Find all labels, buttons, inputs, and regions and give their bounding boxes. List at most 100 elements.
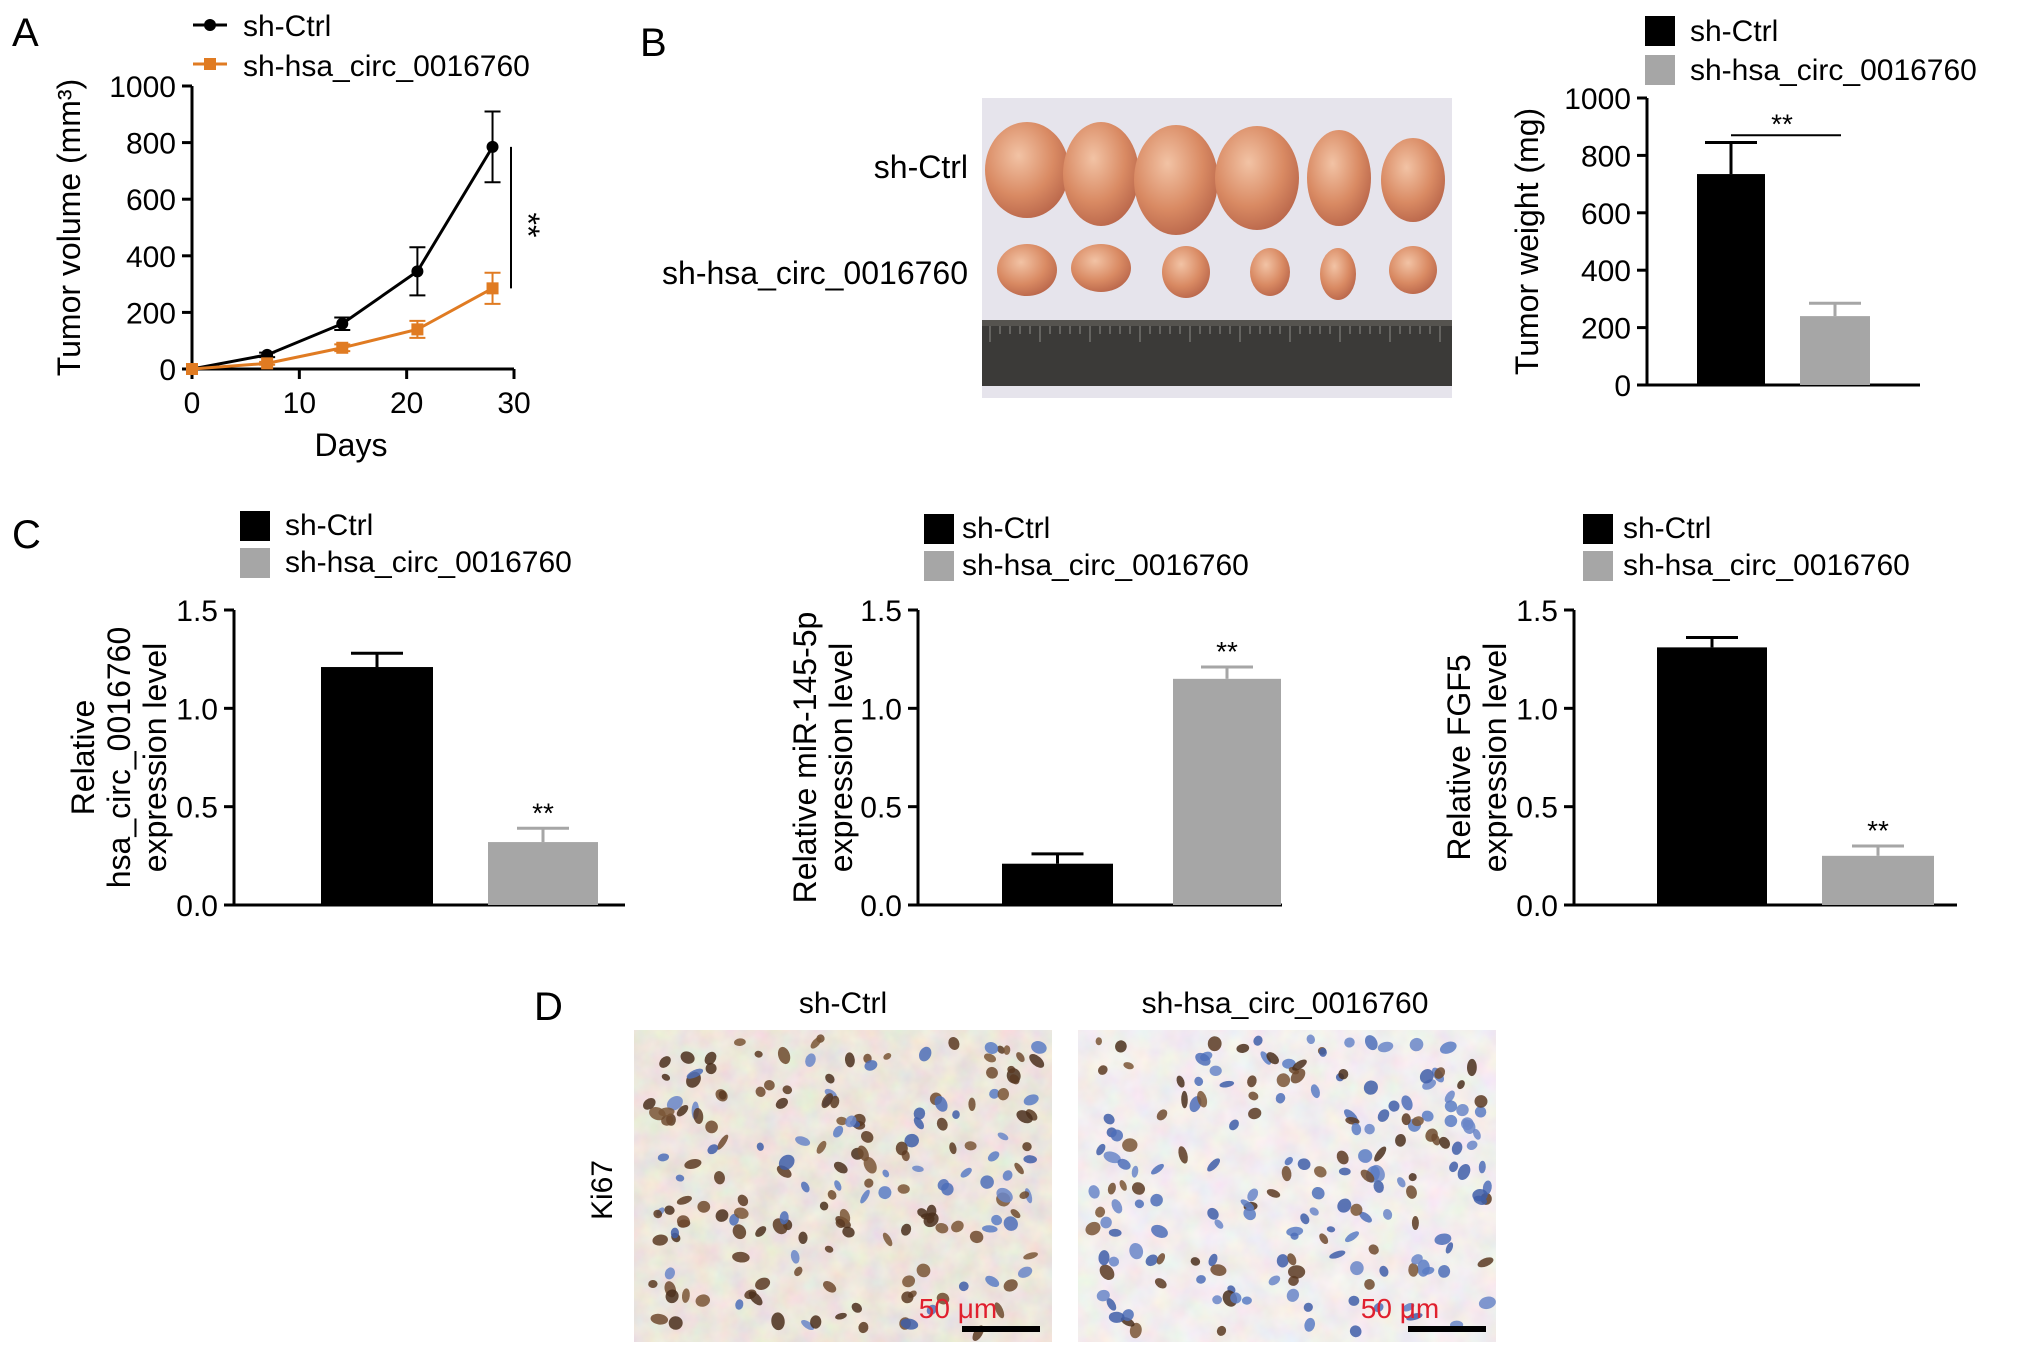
cell-nucleus: [1286, 1226, 1304, 1237]
cell-nucleus: [1364, 1279, 1375, 1290]
cell-nucleus: [983, 1053, 997, 1063]
cell-nucleus: [1419, 1069, 1434, 1084]
bar-sh-ctrl: [1657, 647, 1767, 905]
cell-nucleus: [1363, 1080, 1378, 1095]
cell-nucleus: [1207, 1036, 1222, 1052]
cell-nucleus: [1345, 1231, 1359, 1243]
cell-nucleus: [1338, 1069, 1349, 1080]
cell-nucleus: [1408, 1173, 1417, 1182]
cell-nucleus: [668, 1316, 683, 1330]
cell-nucleus: [777, 1046, 791, 1065]
panel-a-significance: **: [510, 213, 546, 238]
cell-nucleus: [1329, 1250, 1346, 1259]
bar-sh-ctrl: [321, 667, 433, 905]
y-tick-label: 0.5: [176, 792, 218, 825]
y-tick-label: 1000: [1564, 83, 1631, 116]
data-point: [486, 282, 499, 295]
tumor-specimen: [1063, 122, 1139, 226]
scale-bar-ctrl: [962, 1326, 1040, 1332]
cell-nucleus: [790, 1249, 800, 1264]
cell-nucleus: [771, 1312, 785, 1331]
cell-nucleus: [658, 1107, 675, 1117]
y-tick-label: 0: [1614, 370, 1631, 403]
y-tick-label: 800: [1581, 140, 1631, 173]
cell-nucleus: [982, 1225, 998, 1233]
cell-nucleus: [934, 1095, 948, 1112]
panel-a-plot-area: 0 200 400 600 800 1000 0 10 20 30 Days Tumor volume…: [51, 71, 531, 463]
cell-nucleus: [661, 1114, 674, 1126]
legend-sh-marker: [204, 58, 216, 70]
y-tick-label: 0.0: [1516, 890, 1558, 923]
cell-nucleus: [1451, 1141, 1463, 1155]
cell-nucleus: [1466, 1140, 1478, 1150]
cell-nucleus: [900, 1318, 919, 1330]
cell-nucleus: [912, 1165, 924, 1172]
y-tick-label: 800: [126, 128, 176, 161]
y-tick-label: 1000: [109, 71, 176, 104]
tumor-specimen: [1071, 244, 1131, 292]
y-tick-label: 600: [126, 184, 176, 217]
cell-nucleus: [1156, 1109, 1168, 1121]
cell-nucleus: [878, 1186, 892, 1200]
cell-nucleus: [1358, 1149, 1373, 1163]
cell-nucleus: [1349, 1325, 1362, 1338]
cell-nucleus: [1247, 1188, 1259, 1202]
cell-nucleus: [1373, 1302, 1384, 1313]
cell-nucleus: [801, 1319, 815, 1331]
panel-c2-plot-area: 0.0 0.5 1.0 1.5 ** Relative miR-145-5p express…: [787, 595, 1282, 923]
cell-nucleus: [968, 1097, 976, 1111]
cell-nucleus: [833, 1161, 848, 1174]
cell-nucleus: [1478, 1160, 1486, 1174]
cell-nucleus: [1457, 1164, 1471, 1180]
cell-nucleus: [1281, 1166, 1292, 1182]
cell-nucleus: [882, 1232, 893, 1247]
data-point: [261, 357, 274, 370]
cell-nucleus: [913, 1117, 924, 1130]
cell-nucleus: [1014, 1162, 1024, 1175]
cell-nucleus: [835, 1218, 846, 1228]
legend-sh-label: sh-hsa_circ_0016760: [243, 50, 530, 83]
cell-nucleus: [1438, 1265, 1451, 1278]
y-axis-label: Tumor volume (mm³): [51, 79, 87, 376]
ihc-col-label-sh: sh-hsa_circ_0016760: [1142, 987, 1429, 1020]
cell-nucleus: [1434, 1067, 1446, 1079]
cell-nucleus: [1212, 1295, 1222, 1305]
cell-nucleus: [936, 1117, 948, 1131]
cell-nucleus: [830, 1095, 840, 1109]
scale-bar-text-ctrl: 50 μm: [919, 1293, 997, 1324]
cell-nucleus: [916, 1263, 931, 1278]
cell-nucleus: [1236, 1043, 1250, 1053]
y-tick-label: 400: [126, 241, 176, 274]
photo-row-label-sh: sh-hsa_circ_0016760: [662, 255, 968, 291]
cell-nucleus: [1444, 1100, 1458, 1113]
cell-nucleus: [1457, 1080, 1465, 1090]
scale-bar-text-sh: 50 μm: [1361, 1293, 1439, 1324]
cell-nucleus: [860, 1130, 874, 1143]
cell-nucleus: [1003, 1216, 1018, 1231]
bar-sh-ctrl: [1002, 863, 1113, 905]
cell-nucleus: [1115, 1040, 1127, 1053]
cell-nucleus: [1477, 1257, 1494, 1268]
cell-nucleus: [997, 1088, 1010, 1101]
panel-b-photo-block: sh-Ctrl sh-hsa_circ_0016760: [662, 98, 1452, 398]
cell-nucleus: [1016, 1110, 1033, 1124]
cell-nucleus: [1194, 1076, 1204, 1087]
tumor-specimen: [1381, 138, 1445, 222]
legend-ctrl-swatch: [1583, 514, 1613, 544]
cell-nucleus: [901, 1291, 914, 1304]
cell-nucleus: [1017, 1266, 1033, 1278]
cell-nucleus: [984, 1042, 999, 1054]
cell-nucleus: [997, 1132, 1009, 1141]
cell-nucleus: [997, 1045, 1005, 1054]
cell-nucleus: [1260, 1051, 1272, 1065]
cell-nucleus: [1108, 1311, 1125, 1323]
cell-nucleus: [904, 1133, 919, 1148]
legend-ctrl-marker: [204, 19, 216, 31]
tumor-specimen: [985, 122, 1069, 218]
cell-nucleus: [795, 1136, 811, 1146]
cell-nucleus: [1230, 1292, 1242, 1304]
cell-nucleus: [883, 1053, 892, 1060]
legend-ctrl-swatch: [240, 511, 270, 541]
cell-nucleus: [1178, 1146, 1188, 1164]
cell-nucleus: [1023, 1094, 1039, 1106]
